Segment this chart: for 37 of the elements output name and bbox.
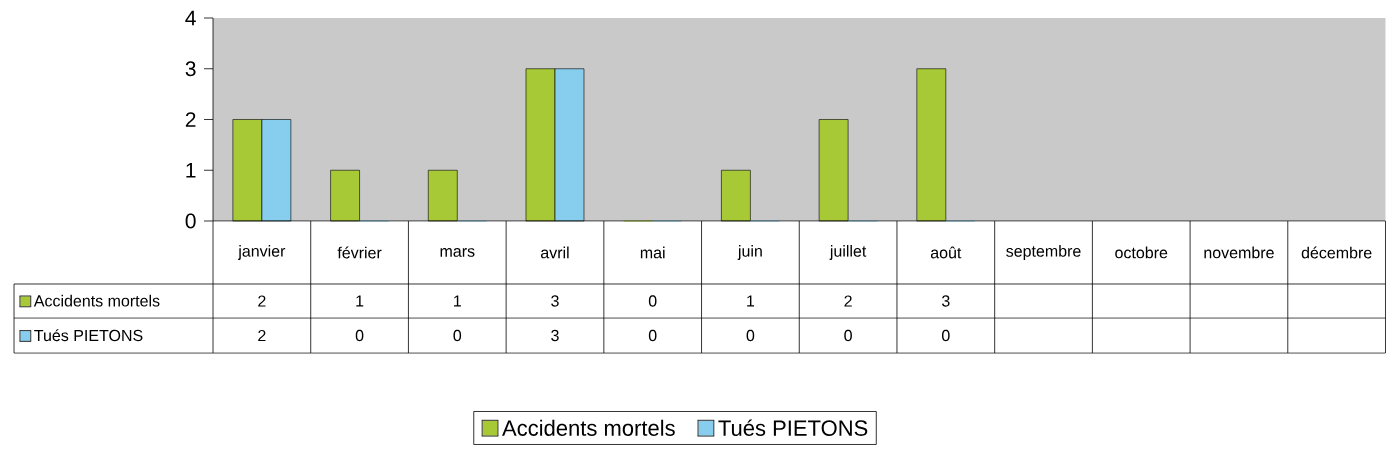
data-label: 2 xyxy=(844,295,852,307)
data-label: 2 xyxy=(258,295,266,307)
data-label: 0 xyxy=(453,329,462,342)
x-tick-label: mai xyxy=(640,246,665,259)
data-label: 2 xyxy=(258,329,266,342)
text: Tués PIETONS xyxy=(718,419,868,436)
data-label: 3 xyxy=(941,295,950,307)
data-label: 0 xyxy=(648,295,657,307)
x-tick-label: février xyxy=(337,246,382,259)
data-label: 3 xyxy=(551,329,559,342)
x-tick-label: avril xyxy=(541,246,569,259)
y-tick-label: 1 xyxy=(186,163,196,178)
legend-label: Accidents mortels xyxy=(33,294,160,307)
data-label: 3 xyxy=(551,295,559,307)
x-tick-label: octobre xyxy=(1115,246,1168,259)
data-label: 1 xyxy=(454,295,461,307)
y-tick-label: 2 xyxy=(185,112,196,127)
x-tick-label: août xyxy=(930,246,962,259)
data-label: 0 xyxy=(844,329,852,342)
y-tick-label: 0 xyxy=(185,213,196,229)
x-tick-label: juillet xyxy=(829,245,867,260)
data-label: 1 xyxy=(747,295,755,307)
x-tick-label: juin xyxy=(737,245,762,260)
data-label: 0 xyxy=(648,329,657,342)
data-label: 0 xyxy=(355,329,364,342)
x-tick-label: novembre xyxy=(1204,246,1274,259)
x-tick-label: décembre xyxy=(1301,246,1372,259)
text: Accidents mortels xyxy=(502,419,675,436)
legend-label: Tués PIETONS xyxy=(34,329,143,342)
data-label: 0 xyxy=(746,329,755,342)
data-label: 0 xyxy=(942,329,950,342)
data-label: 1 xyxy=(356,295,364,307)
x-tick-label: septembre xyxy=(1006,245,1081,260)
y-tick-label: 3 xyxy=(185,61,196,77)
y-tick-label: 4 xyxy=(185,10,196,26)
x-tick-label: janvier xyxy=(237,245,286,260)
x-tick-label: mars xyxy=(440,248,475,257)
